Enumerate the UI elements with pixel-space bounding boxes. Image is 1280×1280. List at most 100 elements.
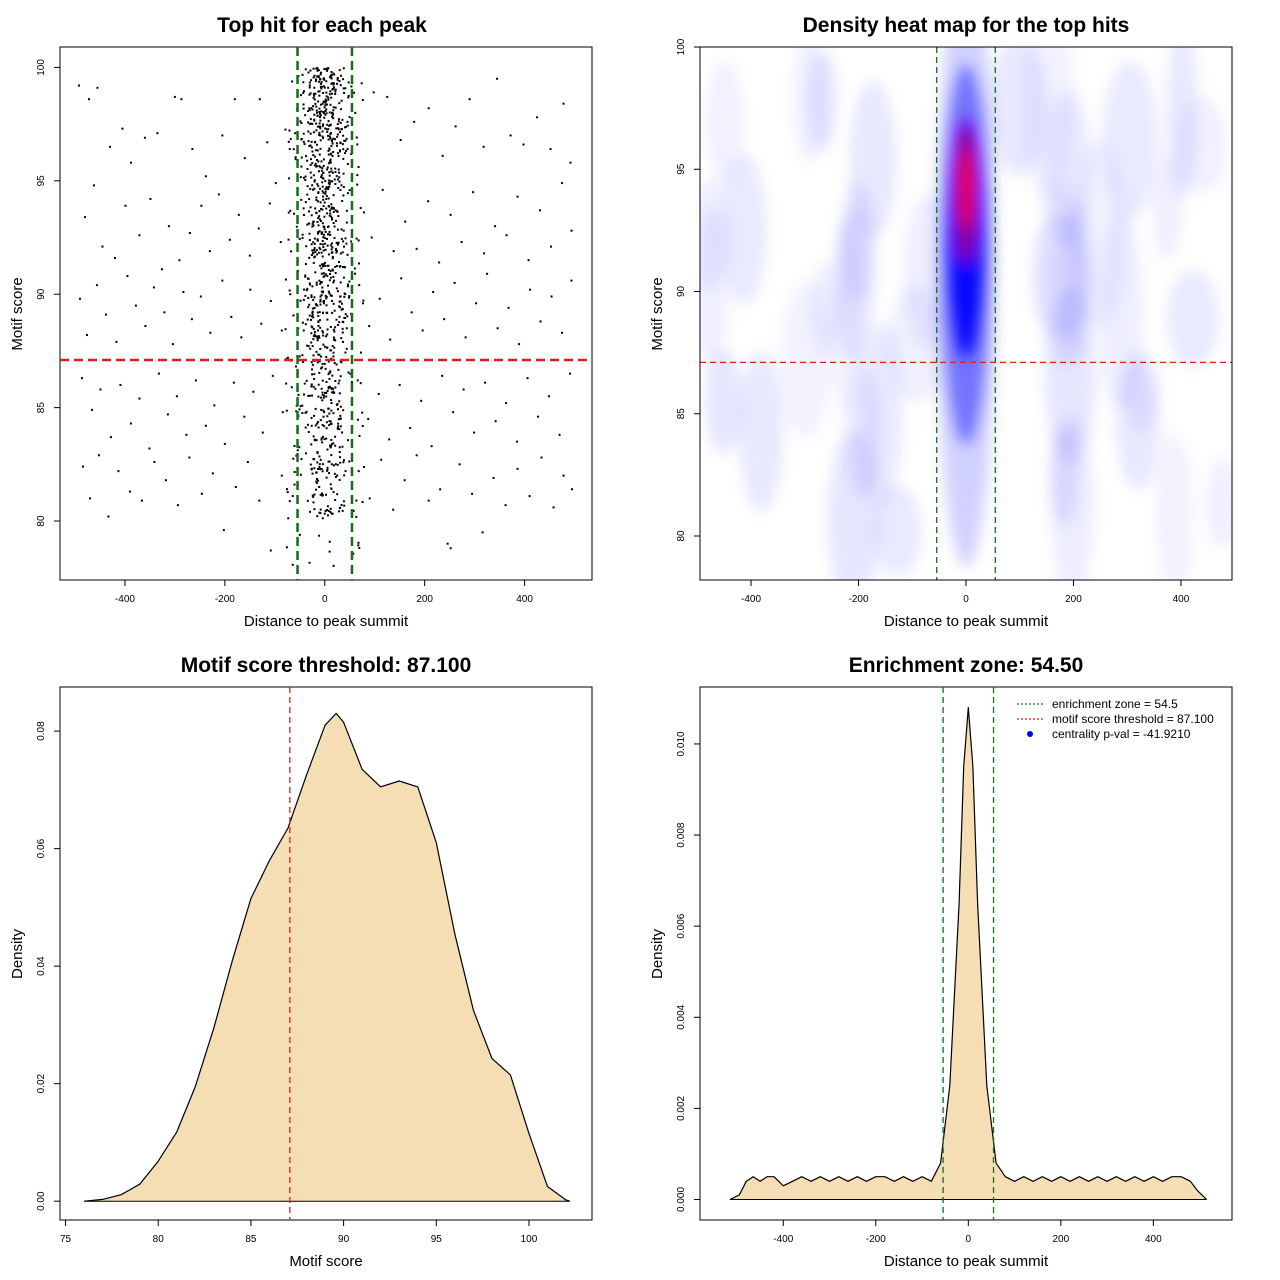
scatter-point <box>318 230 321 233</box>
distance-density-x-tick-label: 0 <box>966 1234 972 1245</box>
scatter-point <box>562 474 565 477</box>
scatter-point <box>329 161 332 164</box>
scatter-point <box>331 242 334 245</box>
scatter-point <box>317 383 320 386</box>
scatter-point <box>335 363 338 366</box>
scatter-point <box>315 471 318 474</box>
heatmap-x-label: Distance to peak summit <box>884 613 1049 630</box>
scatter-point <box>332 351 335 354</box>
scatter-point <box>317 224 320 227</box>
scatter-point <box>324 127 327 130</box>
scatter-point <box>128 490 131 493</box>
scatter-point <box>334 106 337 109</box>
scatter-point <box>355 499 358 502</box>
scatter-point <box>326 389 329 392</box>
scatter-point <box>312 174 315 177</box>
scatter-point <box>300 165 303 168</box>
scatter-point <box>307 222 310 225</box>
scatter-point <box>81 465 84 468</box>
scatter-point <box>140 499 143 502</box>
scatter-point <box>318 279 321 282</box>
scatter-point <box>313 508 316 511</box>
scatter-point <box>307 140 310 143</box>
heatmap-streak <box>700 205 728 368</box>
scatter-point <box>536 116 539 119</box>
scatter-point <box>108 145 111 148</box>
scatter-point <box>439 488 442 491</box>
scatter-point <box>316 67 319 70</box>
scatter-point <box>360 82 363 85</box>
scatter-point <box>317 251 320 254</box>
scatter-point <box>316 220 319 223</box>
scatter-point <box>329 90 332 93</box>
scatter-point <box>298 408 301 411</box>
scatter-point <box>358 434 361 437</box>
scatter-point <box>322 225 325 228</box>
scatter-point <box>323 274 326 277</box>
scatter-point <box>518 343 521 346</box>
scatter-point <box>311 150 314 153</box>
scatter-point <box>319 300 322 303</box>
scatter-point <box>92 184 95 187</box>
scatter-point <box>319 139 322 142</box>
scatter-point <box>320 408 323 411</box>
scatter-point <box>334 209 337 212</box>
scatter-point <box>311 184 314 187</box>
scatter-point <box>348 116 351 119</box>
scatter-point <box>312 501 315 504</box>
scatter-point <box>309 206 312 209</box>
scatter-point <box>318 153 321 156</box>
scatter-point <box>291 80 294 83</box>
scatter-point <box>221 279 224 282</box>
scatter-point <box>381 188 384 191</box>
scatter-point <box>342 157 345 160</box>
scatter-point <box>336 78 339 81</box>
distance-density-x-tick-label: -200 <box>866 1234 886 1245</box>
scatter-point <box>309 163 312 166</box>
scatter-point <box>233 98 236 101</box>
scatter-point <box>310 243 313 246</box>
scatter-point <box>319 166 322 169</box>
scatter-point <box>331 171 334 174</box>
scatter-point <box>329 137 332 140</box>
scatter-point <box>322 111 325 114</box>
scatter-point <box>475 302 478 305</box>
scatter-point <box>341 118 344 121</box>
scatter-point <box>361 411 364 414</box>
scatter-point <box>345 347 348 350</box>
distance-density-x-label: Distance to peak summit <box>884 1253 1049 1270</box>
scatter-point <box>323 242 326 245</box>
scatter-point <box>316 232 319 235</box>
scatter-point <box>294 365 297 368</box>
scatter-point <box>320 437 323 440</box>
scatter-point <box>350 381 353 384</box>
scatter-point <box>303 143 306 146</box>
score-density-y-tick-label: 0.06 <box>36 838 47 858</box>
scatter-point <box>357 541 360 544</box>
scatter-point <box>313 373 316 376</box>
scatter-point <box>80 377 83 380</box>
scatter-point <box>312 251 315 254</box>
scatter-point <box>319 319 322 322</box>
scatter-point <box>322 246 325 249</box>
heatmap-x-tick-label: 400 <box>1173 594 1190 605</box>
scatter-point <box>323 106 326 109</box>
scatter-point <box>326 415 329 418</box>
scatter-point <box>328 472 331 475</box>
scatter-point <box>319 243 322 246</box>
scatter-point <box>311 122 314 125</box>
scatter-point <box>309 69 312 72</box>
scatter-point <box>339 461 342 464</box>
scatter-point <box>124 204 127 207</box>
scatter-point <box>322 435 325 438</box>
scatter-point <box>315 281 318 284</box>
scatter-point <box>335 318 338 321</box>
scatter-point <box>336 408 339 411</box>
scatter-point <box>314 140 317 143</box>
scatter-point <box>301 404 304 407</box>
scatter-point <box>302 91 305 94</box>
scatter-point <box>320 367 323 370</box>
scatter-point <box>313 113 316 116</box>
scatter-point <box>329 133 332 136</box>
scatter-point <box>322 415 325 418</box>
